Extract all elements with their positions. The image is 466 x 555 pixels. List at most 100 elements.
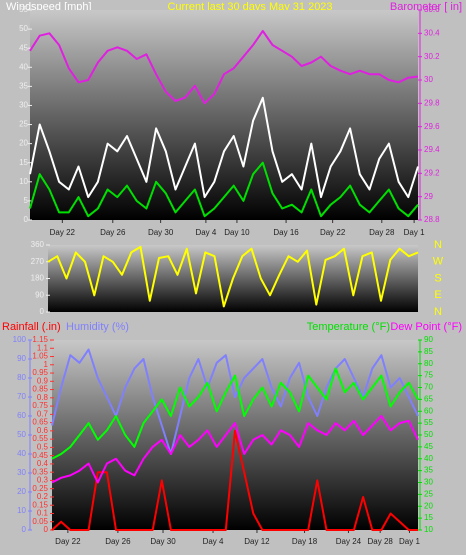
plot-area xyxy=(30,10,418,220)
y-tick-label: 0.4 xyxy=(37,459,49,468)
y2-tick-label: 40 xyxy=(424,454,433,463)
y3-tick-label: 90 xyxy=(17,354,26,363)
y3-tick-label: 50 xyxy=(17,430,26,439)
y-tick-label: 0 xyxy=(40,307,45,316)
series-line xyxy=(47,245,419,308)
y-tick-label: 30 xyxy=(19,101,28,110)
y-tick-label: 50 xyxy=(19,24,28,33)
y2-tick-label: 29.2 xyxy=(424,168,440,177)
x-tick-label: Day 22 xyxy=(320,228,346,237)
y2-tick-label: 29.6 xyxy=(424,122,440,131)
x-tick-label: Day 30 xyxy=(148,228,174,237)
x-tick-label: Day 30 xyxy=(150,537,176,546)
wind-label: Windspeed [mph] xyxy=(6,1,92,13)
y-tick-label: 0.35 xyxy=(32,467,48,476)
direction-label: N xyxy=(434,306,442,318)
y-tick-label: 0.15 xyxy=(32,500,48,509)
y2-tick-label: 20 xyxy=(424,501,433,510)
y-tick-label: 270 xyxy=(31,257,45,266)
y-tick-label: 0.25 xyxy=(32,484,48,493)
y-tick-label: 1.1 xyxy=(37,343,49,352)
y-tick-label: 40 xyxy=(19,62,28,71)
y2-tick-label: 80 xyxy=(424,359,433,368)
x-tick-label: Day 4 xyxy=(203,537,224,546)
y-tick-label: 25 xyxy=(19,120,28,129)
y-tick-label: 0 xyxy=(24,215,29,224)
dewpoint-label: Dew Point (°F) xyxy=(390,321,462,333)
y3-tick-label: 40 xyxy=(17,449,26,458)
direction-label: W xyxy=(433,256,444,268)
series-line xyxy=(51,367,419,460)
series-line xyxy=(51,415,419,484)
y-tick-label: 20 xyxy=(19,139,28,148)
y2-tick-label: 65 xyxy=(424,394,433,403)
y-tick-label: 0.75 xyxy=(32,401,48,410)
y2-tick-label: 30.4 xyxy=(424,28,440,37)
y-tick-label: 55 xyxy=(19,5,28,14)
x-tick-label: Day 26 xyxy=(100,228,126,237)
y2-tick-label: 30.6 xyxy=(424,5,440,14)
y2-tick-label: 60 xyxy=(424,406,433,415)
y2-tick-label: 10 xyxy=(424,525,433,534)
chart-title: Current last 30 days May 31 2023 xyxy=(167,1,332,13)
series-line xyxy=(51,429,418,531)
y3-tick-label: 60 xyxy=(17,411,26,420)
y-tick-label: 0.8 xyxy=(37,393,49,402)
x-tick-label: Day 1 xyxy=(404,228,425,237)
y3-tick-label: 10 xyxy=(17,506,26,515)
y2-tick-label: 55 xyxy=(424,418,433,427)
y-tick-label: 0.7 xyxy=(37,409,49,418)
y2-tick-label: 45 xyxy=(424,442,433,451)
y-tick-label: 0.45 xyxy=(32,451,48,460)
direction-label: E xyxy=(434,289,441,301)
y-tick-label: 0.05 xyxy=(32,517,48,526)
y2-tick-label: 25 xyxy=(424,489,433,498)
direction-label: S xyxy=(434,272,441,284)
y-tick-label: 35 xyxy=(19,81,28,90)
x-tick-label: Day 10 xyxy=(224,228,250,237)
y-tick-label: 1.15 xyxy=(32,335,48,344)
y-tick-label: 90 xyxy=(35,290,44,299)
y-tick-label: 0.65 xyxy=(32,418,48,427)
y2-tick-label: 28.8 xyxy=(424,215,440,224)
x-tick-label: Day 22 xyxy=(55,537,81,546)
y2-tick-label: 90 xyxy=(424,335,433,344)
series-line xyxy=(51,348,419,455)
y2-tick-label: 15 xyxy=(424,513,433,522)
series-line xyxy=(29,96,419,199)
y-tick-label: 5 xyxy=(24,196,29,205)
y-tick-label: 0.95 xyxy=(32,368,48,377)
x-tick-label: Day 22 xyxy=(50,228,76,237)
y-tick-label: 0.85 xyxy=(32,385,48,394)
y-tick-label: 45 xyxy=(19,43,28,52)
y-tick-label: 0.1 xyxy=(37,509,49,518)
y-tick-label: 180 xyxy=(31,274,45,283)
y2-tick-label: 30 xyxy=(424,478,433,487)
y-tick-label: 10 xyxy=(19,177,28,186)
y2-tick-label: 70 xyxy=(424,383,433,392)
x-tick-label: Day 16 xyxy=(273,228,299,237)
barometer-label: Barometer [ in] xyxy=(390,1,462,13)
y-tick-label: 1 xyxy=(44,360,49,369)
y2-tick-label: 29.4 xyxy=(424,145,440,154)
y-tick-label: 0 xyxy=(44,525,49,534)
temperature-label: Temperature (°F) xyxy=(307,321,390,333)
y3-tick-label: 100 xyxy=(13,335,27,344)
y2-tick-label: 50 xyxy=(424,430,433,439)
x-tick-label: Day 26 xyxy=(105,537,131,546)
series-line xyxy=(29,161,419,218)
series-line xyxy=(29,30,419,105)
rain-label: Rainfall (.in) xyxy=(2,321,61,333)
y-tick-label: 360 xyxy=(31,240,45,249)
x-tick-label: Day 18 xyxy=(292,537,318,546)
y3-tick-label: 20 xyxy=(17,487,26,496)
y2-tick-label: 29 xyxy=(424,192,433,201)
direction-label: N xyxy=(434,239,442,251)
y-tick-label: 0.9 xyxy=(37,376,49,385)
y-tick-label: 0.55 xyxy=(32,434,48,443)
x-tick-label: Day 28 xyxy=(368,537,394,546)
y-tick-label: 0.3 xyxy=(37,476,49,485)
y-tick-label: 15 xyxy=(19,158,28,167)
y-tick-label: 1.05 xyxy=(32,352,48,361)
